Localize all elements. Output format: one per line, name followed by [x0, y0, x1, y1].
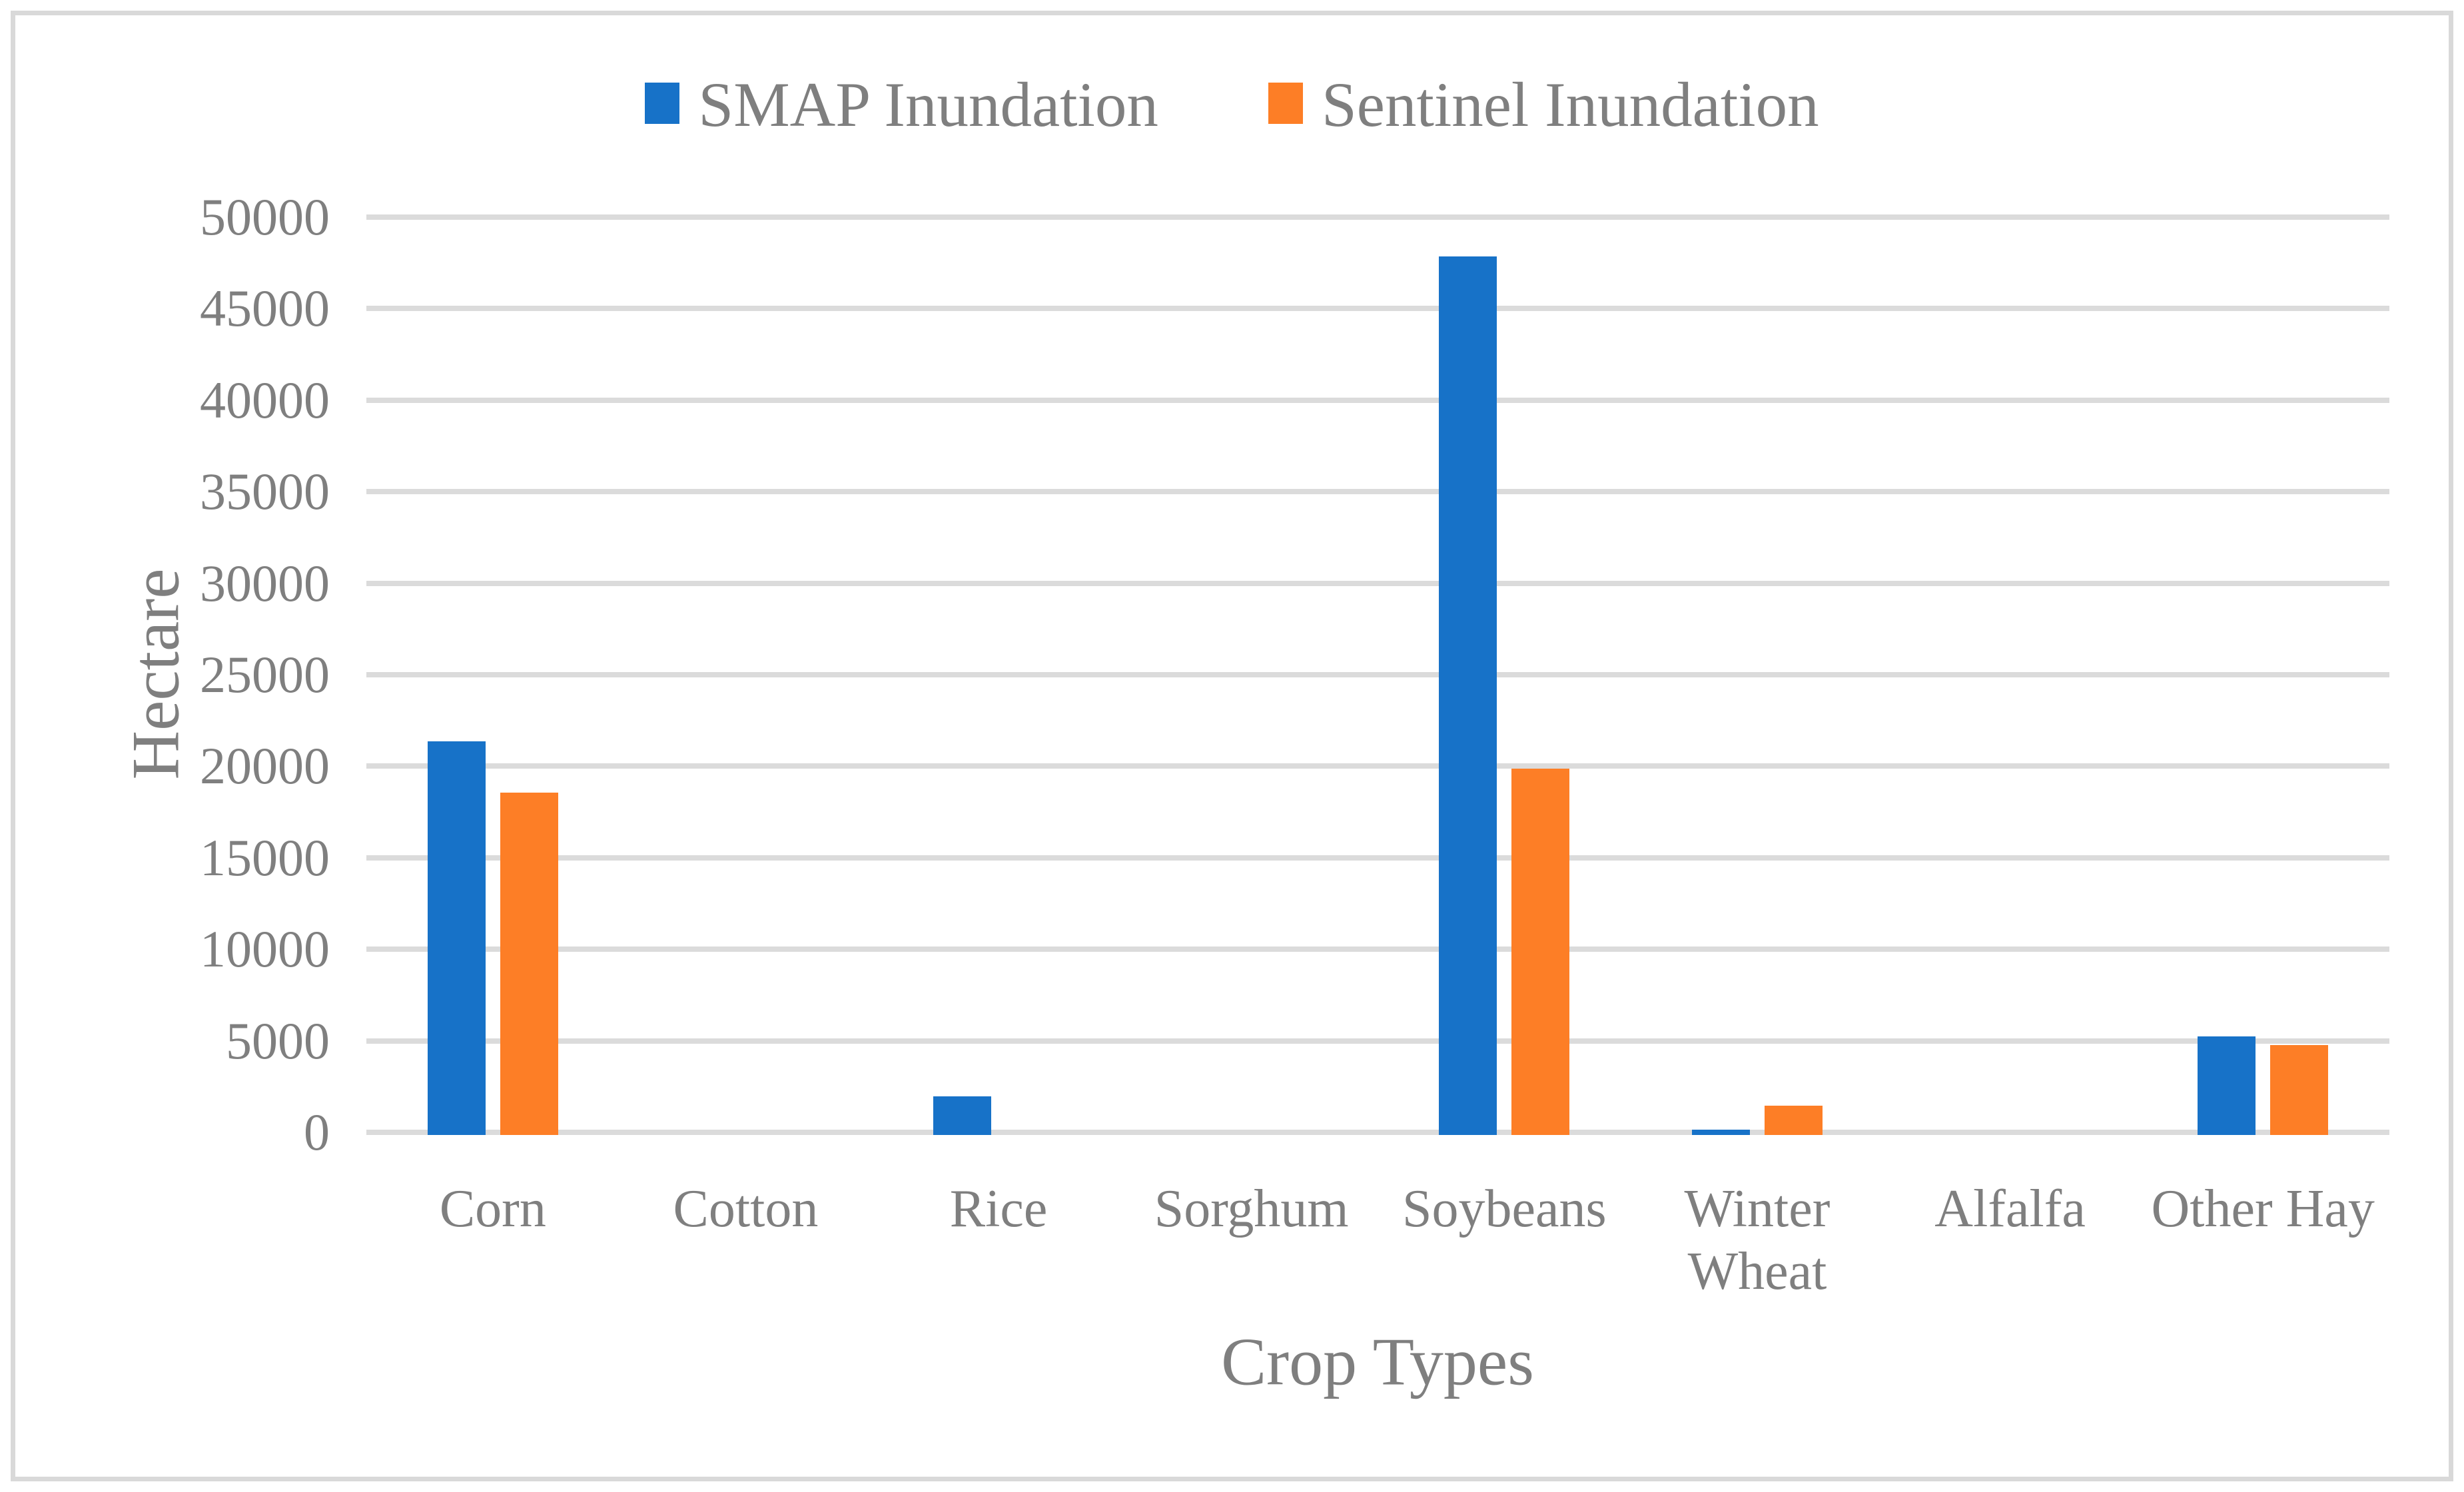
- y-tick-label-50000: 50000: [200, 188, 330, 246]
- y-tick-label-10000: 10000: [200, 920, 330, 978]
- y-tick-label-40000: 40000: [200, 370, 330, 429]
- y-tick-label-25000: 25000: [200, 645, 330, 703]
- gridline-35000: [366, 489, 2389, 495]
- bar-smap-other-hay: [2198, 1036, 2256, 1135]
- legend-swatch-smap-icon: [645, 83, 680, 124]
- gridline-25000: [366, 672, 2389, 677]
- gridline-20000: [366, 763, 2389, 769]
- gridline-50000: [366, 214, 2389, 220]
- bar-sentinel-corn: [500, 793, 558, 1135]
- y-tick-label-45000: 45000: [200, 279, 330, 338]
- y-tick-label-0: 0: [304, 1103, 330, 1161]
- bar-smap-soybeans: [1439, 256, 1497, 1135]
- category-label-rice: Rice: [949, 1180, 1048, 1238]
- y-tick-label-35000: 35000: [200, 462, 330, 521]
- category-label-soybeans: Soybeans: [1402, 1180, 1607, 1238]
- gridline-0: [366, 1130, 2389, 1135]
- bar-smap-corn: [427, 741, 486, 1135]
- category-label-other-hay: Other Hay: [2151, 1180, 2375, 1238]
- category-label-alfalfa: Alfalfa: [1934, 1180, 2086, 1238]
- legend-item-smap: SMAP Inundation: [645, 73, 1158, 137]
- y-tick-label-5000: 5000: [226, 1011, 330, 1070]
- gridline-5000: [366, 1038, 2389, 1044]
- gridline-40000: [366, 397, 2389, 403]
- category-label-winter-wheat: Winter Wheat: [1684, 1180, 1831, 1302]
- bar-sentinel-other-hay: [2270, 1045, 2329, 1135]
- y-tick-label-20000: 20000: [200, 737, 330, 795]
- y-axis-title: Hectare: [118, 568, 194, 780]
- gridline-15000: [366, 855, 2389, 861]
- bar-smap-winter-wheat: [1691, 1129, 1750, 1135]
- legend: SMAP Inundation Sentinel Inundation: [0, 73, 2464, 137]
- gridline-45000: [366, 306, 2389, 312]
- y-tick-label-30000: 30000: [200, 554, 330, 612]
- bar-smap-rice: [933, 1096, 992, 1135]
- category-label-sorghum: Sorghum: [1154, 1180, 1349, 1238]
- legend-label-sentinel: Sentinel Inundation: [1321, 69, 1819, 140]
- gridline-10000: [366, 946, 2389, 952]
- legend-swatch-sentinel-icon: [1268, 83, 1303, 124]
- bar-sentinel-soybeans: [1511, 769, 1570, 1135]
- legend-label-smap: SMAP Inundation: [698, 69, 1158, 140]
- y-tick-label-15000: 15000: [200, 828, 330, 887]
- gridline-30000: [366, 580, 2389, 586]
- legend-item-sentinel: Sentinel Inundation: [1268, 73, 1819, 137]
- x-axis-title: Crop Types: [1221, 1324, 1534, 1400]
- category-label-corn: Corn: [439, 1180, 546, 1238]
- category-label-cotton: Cotton: [673, 1180, 819, 1238]
- bar-sentinel-winter-wheat: [1764, 1106, 1823, 1135]
- figure-border: [11, 11, 2453, 1481]
